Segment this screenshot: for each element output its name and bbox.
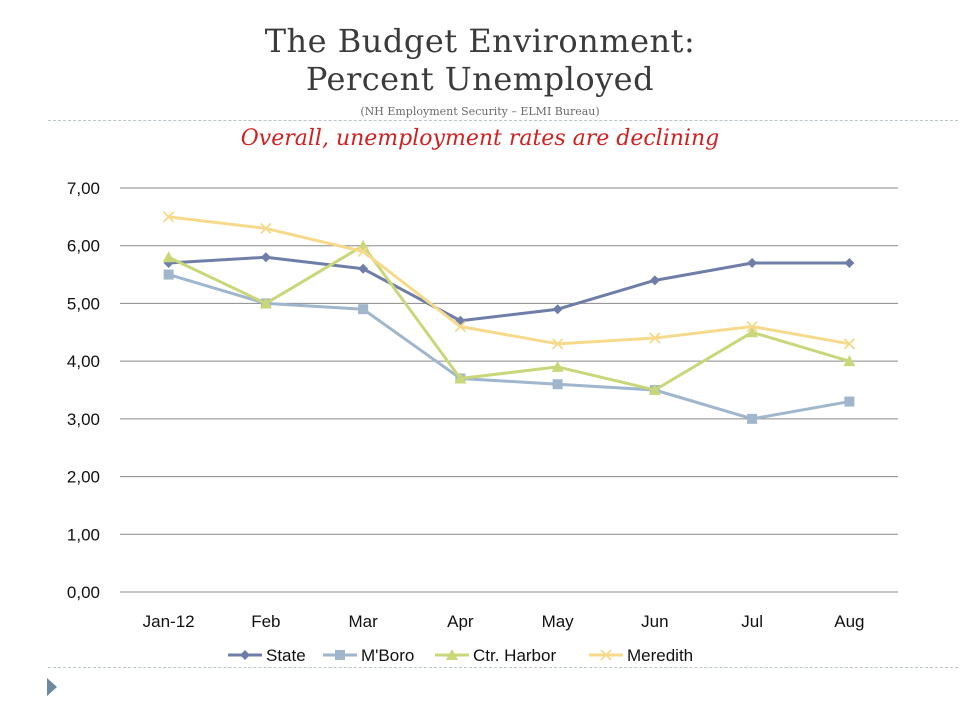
x-tick-label: Jun (641, 612, 668, 631)
y-tick-label: 3,00 (67, 410, 100, 429)
data-point (260, 222, 272, 235)
data-point (843, 338, 856, 350)
data-point (162, 211, 175, 223)
data-point (746, 320, 758, 333)
data-point (600, 649, 612, 661)
data-point (844, 258, 855, 269)
series-line (168, 215, 850, 346)
data-point (358, 304, 369, 315)
data-point (552, 304, 563, 315)
data-point (163, 269, 174, 280)
source-note: (NH Employment Security – ELMI Bureau) (360, 105, 600, 118)
y-tick-label: 4,00 (67, 352, 100, 371)
x-tick-label: Jul (741, 612, 763, 631)
x-tick-label: Aug (834, 612, 864, 631)
divider-bottom (48, 667, 960, 668)
data-point (551, 338, 564, 350)
data-point (446, 649, 458, 660)
data-point (259, 297, 272, 309)
slide-title: The Budget Environment: Percent Unemploy… (0, 22, 960, 98)
data-point (240, 650, 250, 660)
x-tick-label: Jan-12 (143, 612, 195, 631)
data-point (357, 245, 369, 258)
x-tick-label: May (542, 612, 575, 631)
title-line-1: The Budget Environment: (264, 22, 696, 60)
data-point (260, 252, 271, 263)
data-point (747, 413, 758, 424)
data-point (551, 360, 564, 372)
legend-label: M'Boro (361, 646, 414, 665)
y-tick-label: 1,00 (67, 525, 100, 544)
y-tick-label: 6,00 (67, 237, 100, 256)
data-point (162, 251, 175, 263)
data-point (649, 275, 660, 286)
bullet-arrow-icon (47, 678, 57, 696)
data-point (747, 258, 758, 269)
x-tick-label: Mar (348, 612, 378, 631)
legend-label: Meredith (627, 646, 693, 665)
data-point (649, 332, 661, 344)
data-point (648, 384, 661, 395)
title-line-2: Percent Unemployed (305, 60, 655, 98)
data-point (454, 372, 467, 384)
series-line (168, 255, 850, 323)
data-point (358, 263, 369, 274)
data-point (454, 320, 467, 333)
series-line (167, 244, 850, 392)
data-point (552, 379, 563, 390)
slide-subtitle: Overall, unemployment rates are declinin… (240, 126, 720, 151)
data-point (335, 650, 345, 660)
data-point (844, 396, 855, 407)
data-point (746, 326, 759, 338)
x-tick-label: Apr (447, 612, 474, 631)
legend-label: Ctr. Harbor (473, 646, 556, 665)
legend-label: State (266, 646, 306, 665)
divider-top (48, 120, 960, 121)
x-tick-label: Feb (251, 612, 280, 631)
y-tick-label: 5,00 (67, 294, 100, 313)
data-point (843, 355, 856, 367)
y-tick-label: 2,00 (67, 468, 100, 487)
series-line (168, 273, 850, 421)
y-tick-label: 0,00 (67, 583, 100, 602)
y-tick-label: 7,00 (67, 179, 100, 198)
